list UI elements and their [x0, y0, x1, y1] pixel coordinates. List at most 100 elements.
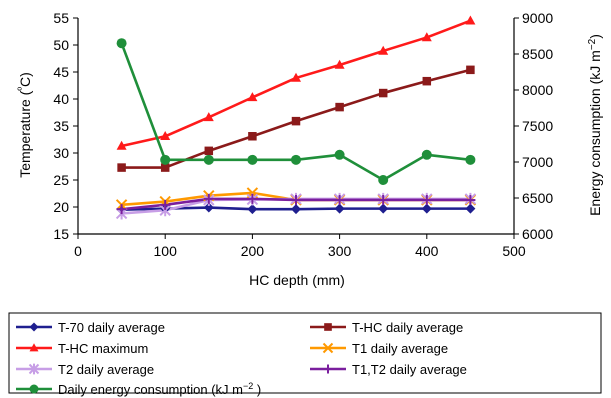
legend-item: T-HC daily average [310, 320, 463, 335]
y-axis-right-label-sup: −2 [587, 38, 598, 50]
legend-box [8, 312, 602, 394]
data-point [465, 154, 476, 165]
series-markers [115, 15, 477, 220]
y-axis-right-label: Energy consumption (kJ m−2) [587, 34, 603, 216]
legend-marker [29, 322, 39, 332]
y-right-tick-label: 9000 [522, 10, 553, 26]
tick-labels: 0 100 200 300 400 500 15 20 25 30 35 40 45 50 55 6000 65… [53, 10, 553, 259]
legend-item: T-HC maximum [16, 341, 148, 356]
data-point [465, 203, 476, 214]
data-point [334, 194, 345, 205]
x-tick-label: 400 [415, 243, 439, 259]
data-point [378, 45, 389, 55]
y-right-tick-label: 8000 [522, 82, 553, 98]
y-left-tick-label: 30 [53, 145, 69, 161]
data-point [160, 154, 171, 165]
data-point [203, 112, 214, 122]
x-tick-label: 200 [241, 243, 265, 259]
axis-ticks [73, 17, 519, 239]
y-left-tick-label: 20 [53, 199, 69, 215]
data-point [291, 154, 301, 165]
x-tick-label: 300 [328, 243, 352, 259]
legend: T-70 daily average T-HC daily average T-HC… [8, 312, 602, 397]
data-point [291, 72, 301, 82]
legend-label: T1,T2 daily average [352, 362, 467, 377]
data-point [116, 204, 127, 215]
legend-label: T1 daily average [352, 341, 448, 356]
data-point [466, 65, 475, 75]
legend-label: T-HC daily average [352, 320, 463, 335]
x-tick-label: 0 [74, 243, 82, 259]
legend-label-sup: −2 [243, 381, 253, 391]
data-point [421, 203, 432, 214]
data-point [248, 132, 257, 141]
y-axis-left-label: Temperature (ºC) [17, 72, 33, 178]
data-point [117, 163, 126, 172]
legend-label: T-HC maximum [58, 341, 148, 356]
data-point [203, 154, 214, 165]
data-point [160, 131, 171, 141]
x-axis-label: HC depth (mm) [249, 272, 345, 288]
data-point [378, 175, 389, 185]
x-tick-label: 500 [502, 243, 526, 259]
data-point [334, 203, 345, 214]
y-left-tick-label: 55 [53, 10, 69, 26]
data-point [203, 202, 214, 213]
data-point [422, 76, 432, 86]
data-point [378, 194, 389, 205]
legend-marker [324, 323, 332, 331]
legend-item: T1 daily average [310, 341, 448, 356]
data-point [160, 163, 170, 172]
y-left-tick-label: 50 [53, 37, 69, 53]
y-right-tick-label: 8500 [522, 46, 553, 62]
x-tick-label: 100 [154, 243, 178, 259]
legend-item: T2 daily average [16, 362, 154, 377]
data-point [247, 154, 258, 165]
data-point [378, 203, 389, 214]
legend-label: T2 daily average [58, 362, 154, 377]
data-point [160, 199, 171, 210]
data-point [334, 149, 345, 160]
legend-marker [28, 363, 40, 375]
data-point [116, 140, 127, 150]
data-point [203, 193, 214, 204]
y-axis-right-label-main: Energy consumption (kJ m [587, 50, 603, 216]
legend-marker [29, 384, 39, 394]
legend-marker [323, 364, 333, 374]
y-left-tick-label: 15 [53, 226, 69, 242]
legend-label-main: Daily energy consumption (kJ m [58, 382, 243, 397]
y-right-tick-label: 7000 [522, 154, 553, 170]
y-axis-left-label-main: Temperature ( [17, 90, 33, 177]
legend-marker [322, 342, 334, 354]
y-left-tick-label: 35 [53, 118, 69, 134]
data-point [291, 204, 301, 215]
y-axis-left-label-degree: º [17, 87, 28, 91]
data-point [378, 88, 388, 98]
data-point [291, 194, 301, 205]
data-point [116, 38, 127, 49]
data-point [291, 116, 301, 126]
data-point [465, 194, 476, 205]
y-axis-right-label-tail: ) [587, 34, 603, 39]
data-point [204, 146, 214, 156]
y-left-tick-label: 40 [53, 91, 69, 107]
data-point [421, 32, 432, 42]
y-left-tick-label: 45 [53, 64, 69, 80]
y-right-tick-label: 7500 [522, 118, 553, 134]
data-point [334, 59, 345, 69]
legend-item: T-70 daily average [16, 320, 165, 335]
legend-label: T-70 daily average [58, 320, 165, 335]
data-point [247, 92, 258, 102]
y-axis-left-label-tail: C) [17, 72, 33, 87]
data-point [335, 102, 344, 112]
data-point [247, 204, 258, 215]
legend-marker [29, 343, 39, 352]
y-right-tick-label: 6500 [522, 190, 553, 206]
y-right-tick-label: 6000 [522, 226, 553, 242]
data-point [421, 149, 432, 160]
legend-item: T1,T2 daily average [310, 362, 467, 377]
data-point [421, 194, 432, 205]
y-left-tick-label: 25 [53, 172, 69, 188]
legend-item: Daily energy consumption (kJ m−2 ) [16, 381, 261, 397]
